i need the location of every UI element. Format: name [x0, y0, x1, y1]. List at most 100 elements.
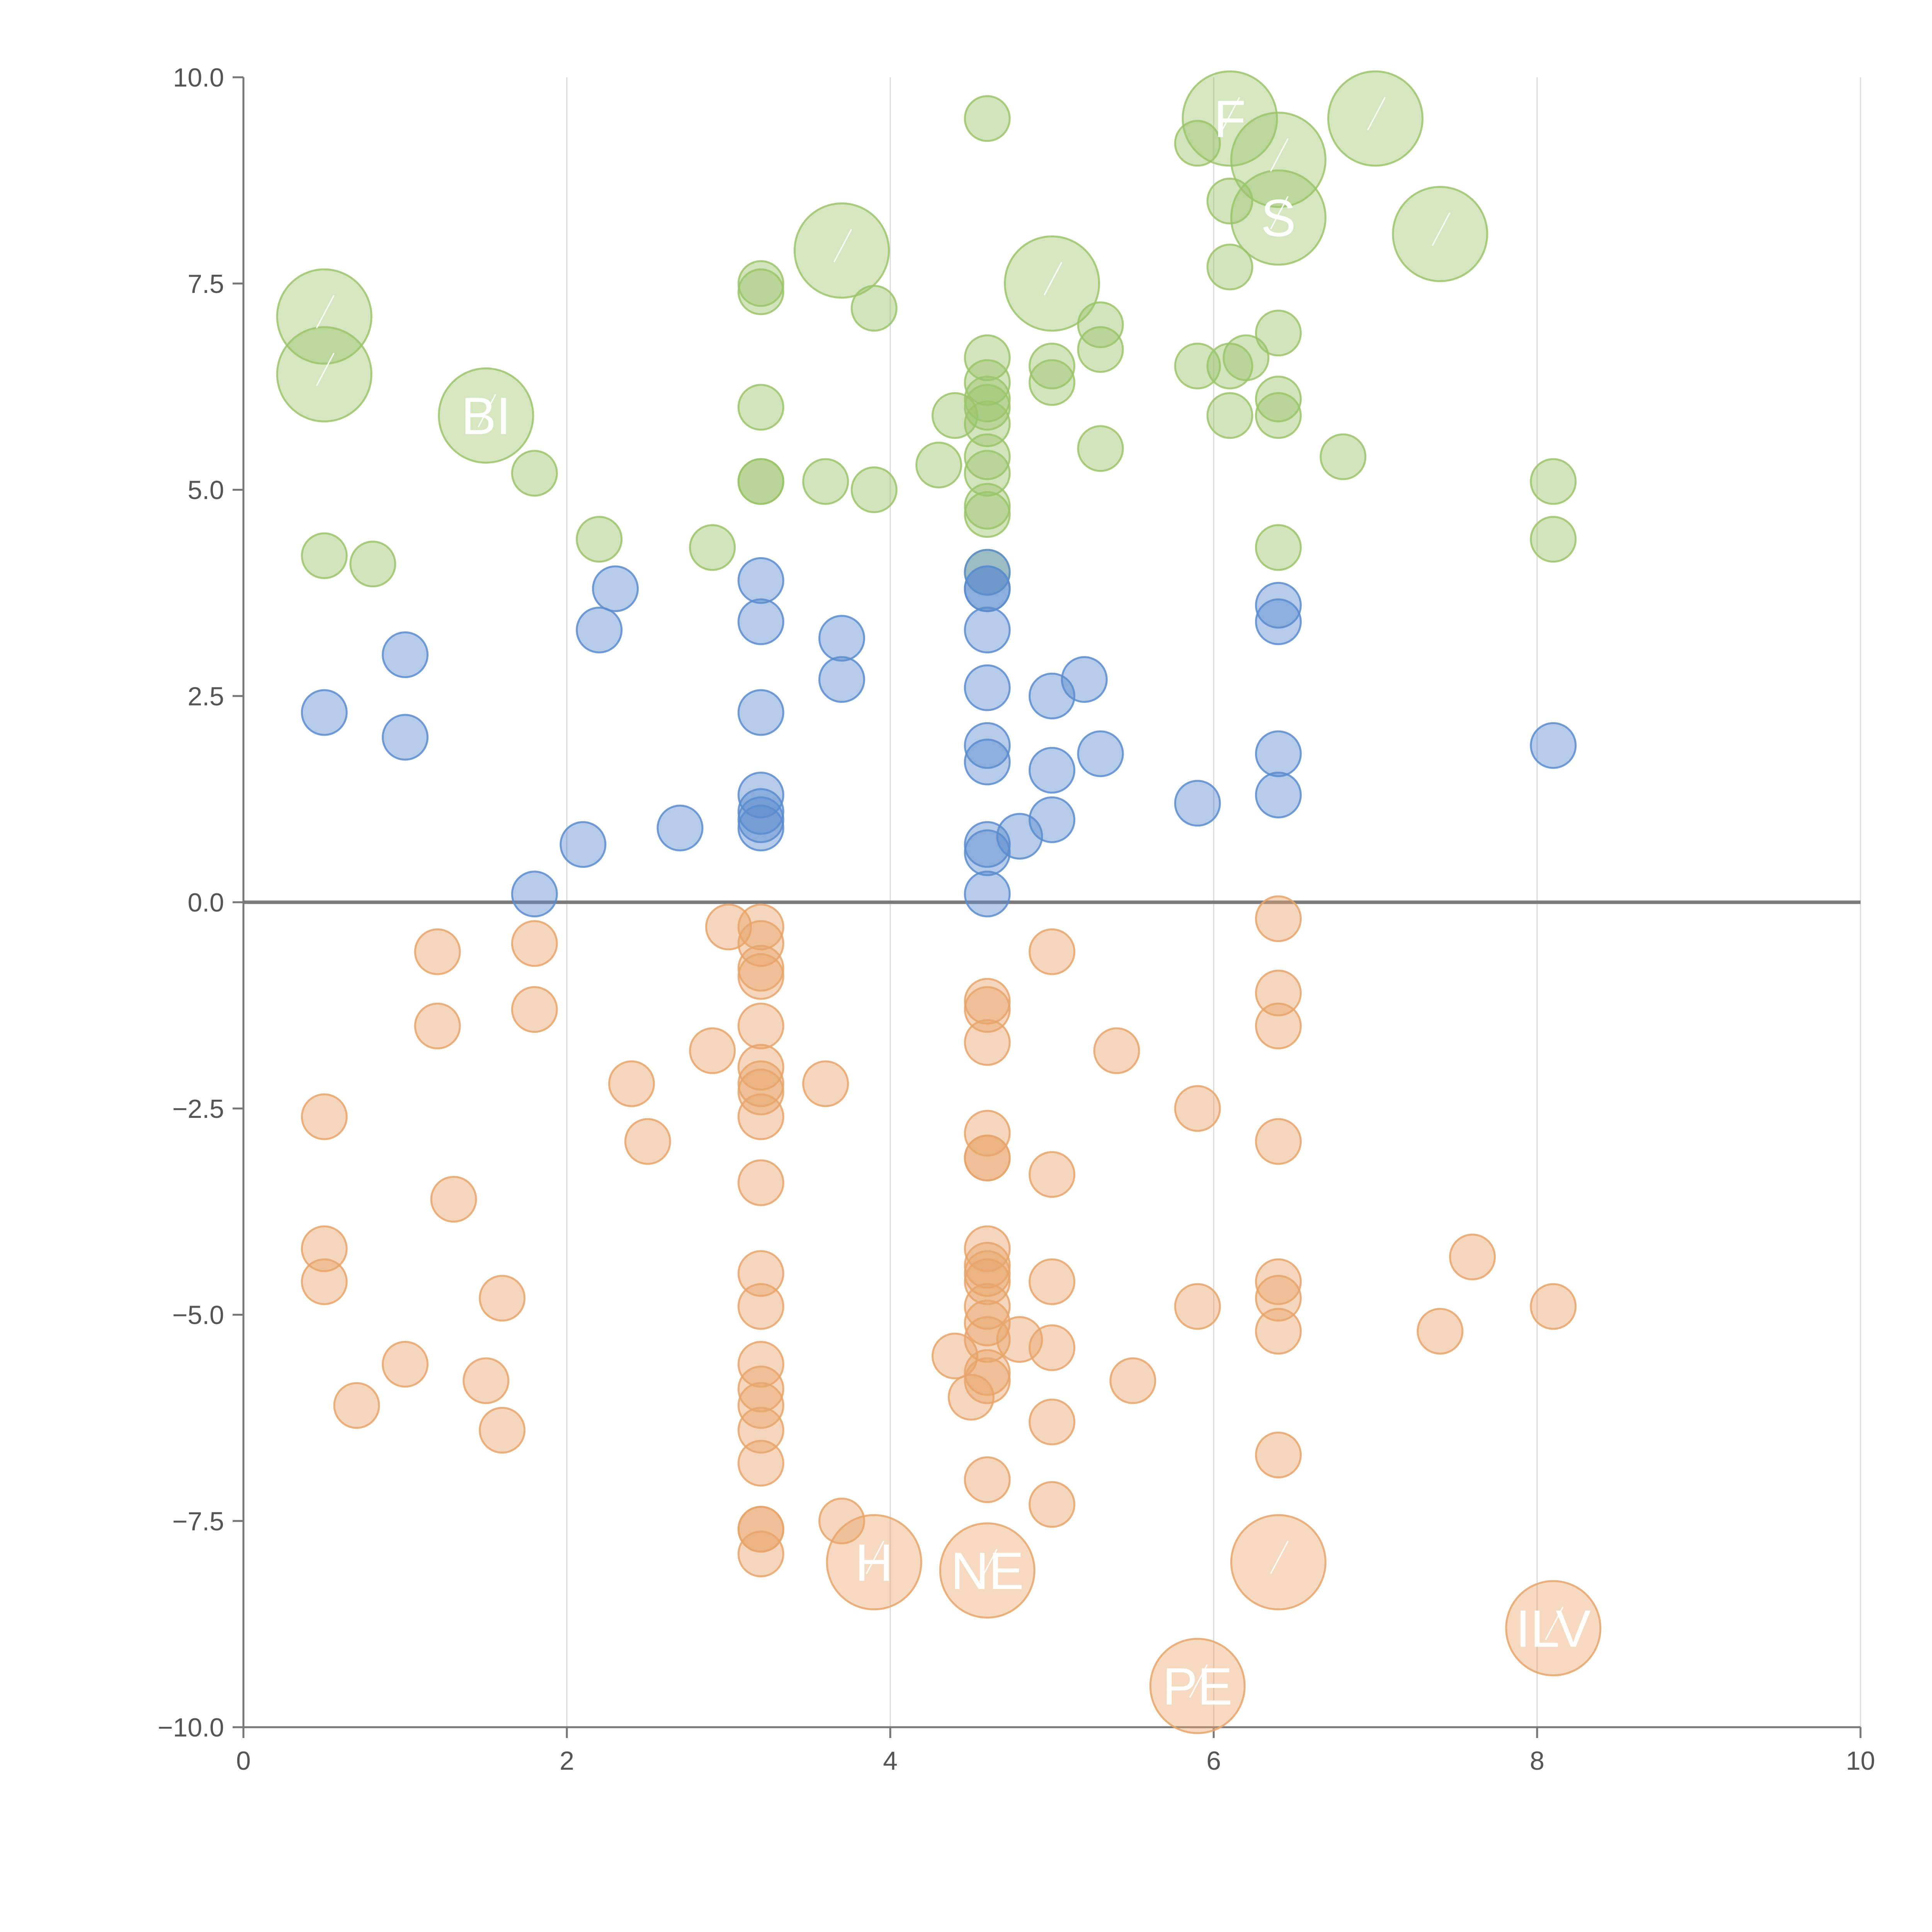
point-label-negative-0: H: [855, 1533, 893, 1592]
point-negative-63: [1029, 1481, 1075, 1528]
x-tick-label-0: 0: [236, 1746, 251, 1776]
point-negative-68: [1255, 895, 1302, 942]
labeled-point-negative-2: [1149, 1638, 1246, 1734]
point-positive_low-26: [964, 871, 1011, 918]
y-tick-label-3: 2.5: [187, 682, 224, 711]
point-positive_low-22: [964, 722, 1011, 769]
point-positive_low-16: [818, 656, 865, 703]
point-positive_high-41: [1255, 524, 1302, 571]
point-positive_high-43: [1530, 458, 1577, 505]
point-positive_high-25: [964, 95, 1011, 142]
point-negative-10: [479, 1406, 526, 1454]
point-negative-6: [414, 1002, 461, 1049]
point-negative-33: [737, 1440, 784, 1487]
point-negative-64: [1093, 1027, 1140, 1074]
point-negative-0: [301, 1093, 348, 1140]
point-positive_low-33: [1174, 780, 1221, 827]
x-tick-label-3: 6: [1206, 1746, 1221, 1776]
point-positive_high-23: [964, 491, 1011, 538]
labeled-point-positive_high-4: [1004, 235, 1100, 332]
point-negative-15: [689, 1027, 736, 1074]
x-tick-label-5: 10: [1846, 1746, 1875, 1776]
labeled-point-positive_high-9: [1392, 186, 1488, 282]
point-negative-4: [382, 1341, 429, 1388]
point-negative-24: [737, 1068, 784, 1116]
point-positive_high-44: [1530, 516, 1577, 563]
point-negative-5: [414, 928, 461, 975]
point-negative-62: [1029, 1398, 1075, 1446]
leader-line-positive_high-7: [1270, 196, 1289, 230]
point-positive_high-1: [349, 541, 396, 588]
point-positive_low-23: [964, 738, 1011, 786]
point-negative-67: [1174, 1283, 1221, 1330]
point-negative-11: [511, 920, 558, 967]
point-positive_high-38: [1255, 310, 1302, 357]
point-positive_low-32: [1077, 730, 1124, 777]
point-negative-25: [737, 1093, 784, 1140]
point-negative-22: [737, 1044, 784, 1091]
point-label-negative-2: PE: [1162, 1657, 1232, 1716]
point-negative-77: [1449, 1233, 1496, 1281]
point-negative-73: [1255, 1275, 1302, 1322]
point-positive_low-5: [576, 606, 623, 653]
point-positive_high-39: [1255, 376, 1302, 423]
point-negative-14: [624, 1118, 671, 1165]
point-positive_low-11: [737, 771, 784, 818]
point-negative-1: [301, 1225, 348, 1272]
leader-line-positive_high-0: [316, 295, 335, 328]
labeled-point-negative-0: [826, 1514, 922, 1611]
point-negative-42: [964, 986, 1011, 1033]
point-positive_low-38: [1530, 722, 1577, 769]
point-positive_low-21: [964, 664, 1011, 711]
point-negative-70: [1255, 1002, 1302, 1049]
point-positive_low-0: [301, 689, 348, 736]
point-negative-20: [737, 953, 784, 1000]
point-positive_low-10: [737, 689, 784, 736]
leader-line-positive_high-4: [1043, 262, 1063, 296]
leader-line-negative-3: [1270, 1541, 1289, 1574]
point-label-negative-4: ILV: [1516, 1599, 1591, 1658]
x-tick-label-4: 8: [1530, 1746, 1544, 1776]
point-positive_low-14: [737, 804, 784, 852]
point-positive_high-42: [1320, 433, 1367, 480]
point-negative-27: [737, 1250, 784, 1297]
labels-layer: BI FS H NE PE ILV: [316, 90, 1591, 1716]
leader-line-negative-4: [1545, 1606, 1564, 1640]
point-label-positive_high-2: BI: [461, 386, 511, 445]
point-negative-29: [737, 1341, 784, 1388]
point-label-positive_high-5: F: [1214, 90, 1246, 148]
point-positive_high-18: [964, 384, 1011, 431]
leader-line-negative-0: [866, 1541, 884, 1574]
point-positive_high-0: [301, 532, 348, 579]
point-negative-12: [511, 986, 558, 1033]
point-negative-66: [1174, 1085, 1221, 1132]
point-negative-78: [1530, 1283, 1577, 1330]
point-negative-36: [737, 1531, 784, 1578]
labeled-point-positive_high-8: [1327, 70, 1423, 167]
point-negative-59: [1029, 1151, 1075, 1198]
point-negative-31: [737, 1382, 784, 1429]
point-negative-2: [301, 1258, 348, 1305]
point-negative-35: [737, 1506, 784, 1553]
y-tick-label-2: 5.0: [187, 476, 224, 505]
leader-line-negative-2: [1189, 1664, 1208, 1698]
point-positive_high-37: [1223, 334, 1270, 381]
point-positive_high-34: [1206, 243, 1253, 291]
point-positive_low-2: [382, 714, 429, 761]
leader-line-positive_high-6: [1270, 138, 1289, 172]
point-negative-51: [964, 1283, 1011, 1330]
point-negative-3: [333, 1382, 380, 1429]
point-positive_low-8: [737, 557, 784, 604]
point-negative-60: [1029, 1258, 1075, 1305]
point-positive_high-20: [964, 433, 1011, 480]
point-negative-30: [737, 1366, 784, 1413]
point-negative-71: [1255, 1118, 1302, 1165]
point-negative-28: [737, 1283, 784, 1330]
point-positive_low-4: [560, 821, 607, 868]
y-tick-label-0: 10.0: [173, 63, 224, 92]
leader-line-positive_high-2: [478, 394, 497, 428]
point-positive_low-29: [1029, 747, 1075, 794]
labeled-point-negative-4: [1505, 1580, 1602, 1677]
